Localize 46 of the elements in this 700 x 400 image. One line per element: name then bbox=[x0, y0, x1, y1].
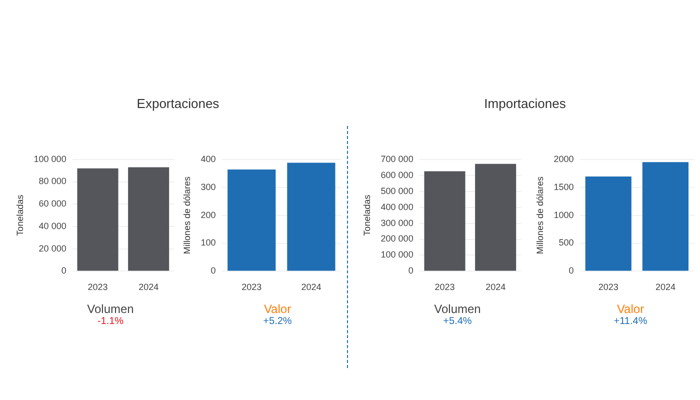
text: +5.2% bbox=[262, 316, 293, 327]
y-axis-title: Millones de dólares bbox=[534, 176, 545, 254]
y-tick-label: 300 bbox=[200, 182, 216, 192]
y-tick-label: 700 000 bbox=[380, 154, 414, 164]
text: +11.4% bbox=[612, 316, 648, 327]
y-tick-label: 40 000 bbox=[38, 220, 66, 231]
y-tick-label: 600 000 bbox=[380, 170, 414, 180]
x-tick-label: 2023 bbox=[598, 282, 618, 292]
y-tick-label: 0 bbox=[210, 266, 216, 276]
x-axis-title: Valor bbox=[616, 302, 646, 316]
chart-title: Importaciones bbox=[483, 96, 567, 111]
y-tick-label: 100 bbox=[200, 238, 216, 248]
y-tick-label: 400 000 bbox=[380, 202, 414, 212]
y-tick-label: 80 000 bbox=[38, 176, 66, 186]
y-tick-label: 0 bbox=[61, 266, 66, 276]
y-tick-label: 0 bbox=[568, 266, 574, 276]
y-axis-title: Millones de dólares bbox=[182, 176, 192, 254]
text: -1.1% bbox=[96, 316, 125, 327]
chart-title: Exportaciones bbox=[136, 96, 220, 111]
y-tick-label: 200 000 bbox=[380, 234, 414, 244]
x-tick-label: 2023 bbox=[88, 282, 108, 292]
y-tick-label: 400 bbox=[200, 154, 216, 164]
x-axis-title: Volumen bbox=[86, 302, 135, 316]
text: +5.4% bbox=[442, 316, 473, 327]
x-tick-label: 2024 bbox=[486, 282, 506, 292]
y-tick-label: 1000 bbox=[554, 210, 574, 220]
y-tick-label: 100 000 bbox=[380, 250, 414, 260]
y-axis-title: Toneladas bbox=[362, 194, 372, 236]
y-tick-label: 200 bbox=[200, 210, 216, 220]
y-tick-label: 20 000 bbox=[38, 243, 66, 254]
y-tick-label: 0 bbox=[408, 266, 414, 276]
y-tick-label: 500 000 bbox=[380, 186, 414, 196]
x-tick-label: 2023 bbox=[434, 282, 455, 292]
y-tick-label: 2000 bbox=[554, 154, 574, 164]
y-tick-label: 60 000 bbox=[38, 198, 66, 209]
x-tick-label: 2024 bbox=[138, 282, 159, 292]
y-tick-label: 500 bbox=[558, 238, 574, 248]
x-axis-title: Valor bbox=[262, 302, 292, 316]
x-tick-label: 2023 bbox=[242, 282, 262, 292]
y-tick-label: 100 000 bbox=[34, 154, 66, 164]
x-tick-label: 2024 bbox=[301, 282, 322, 292]
x-tick-label: 2024 bbox=[655, 282, 676, 292]
y-axis-title: Toneladas bbox=[14, 194, 25, 236]
y-tick-label: 300 000 bbox=[380, 218, 414, 228]
y-tick-label: 1500 bbox=[554, 182, 574, 192]
x-axis-title: Volumen bbox=[433, 302, 482, 316]
